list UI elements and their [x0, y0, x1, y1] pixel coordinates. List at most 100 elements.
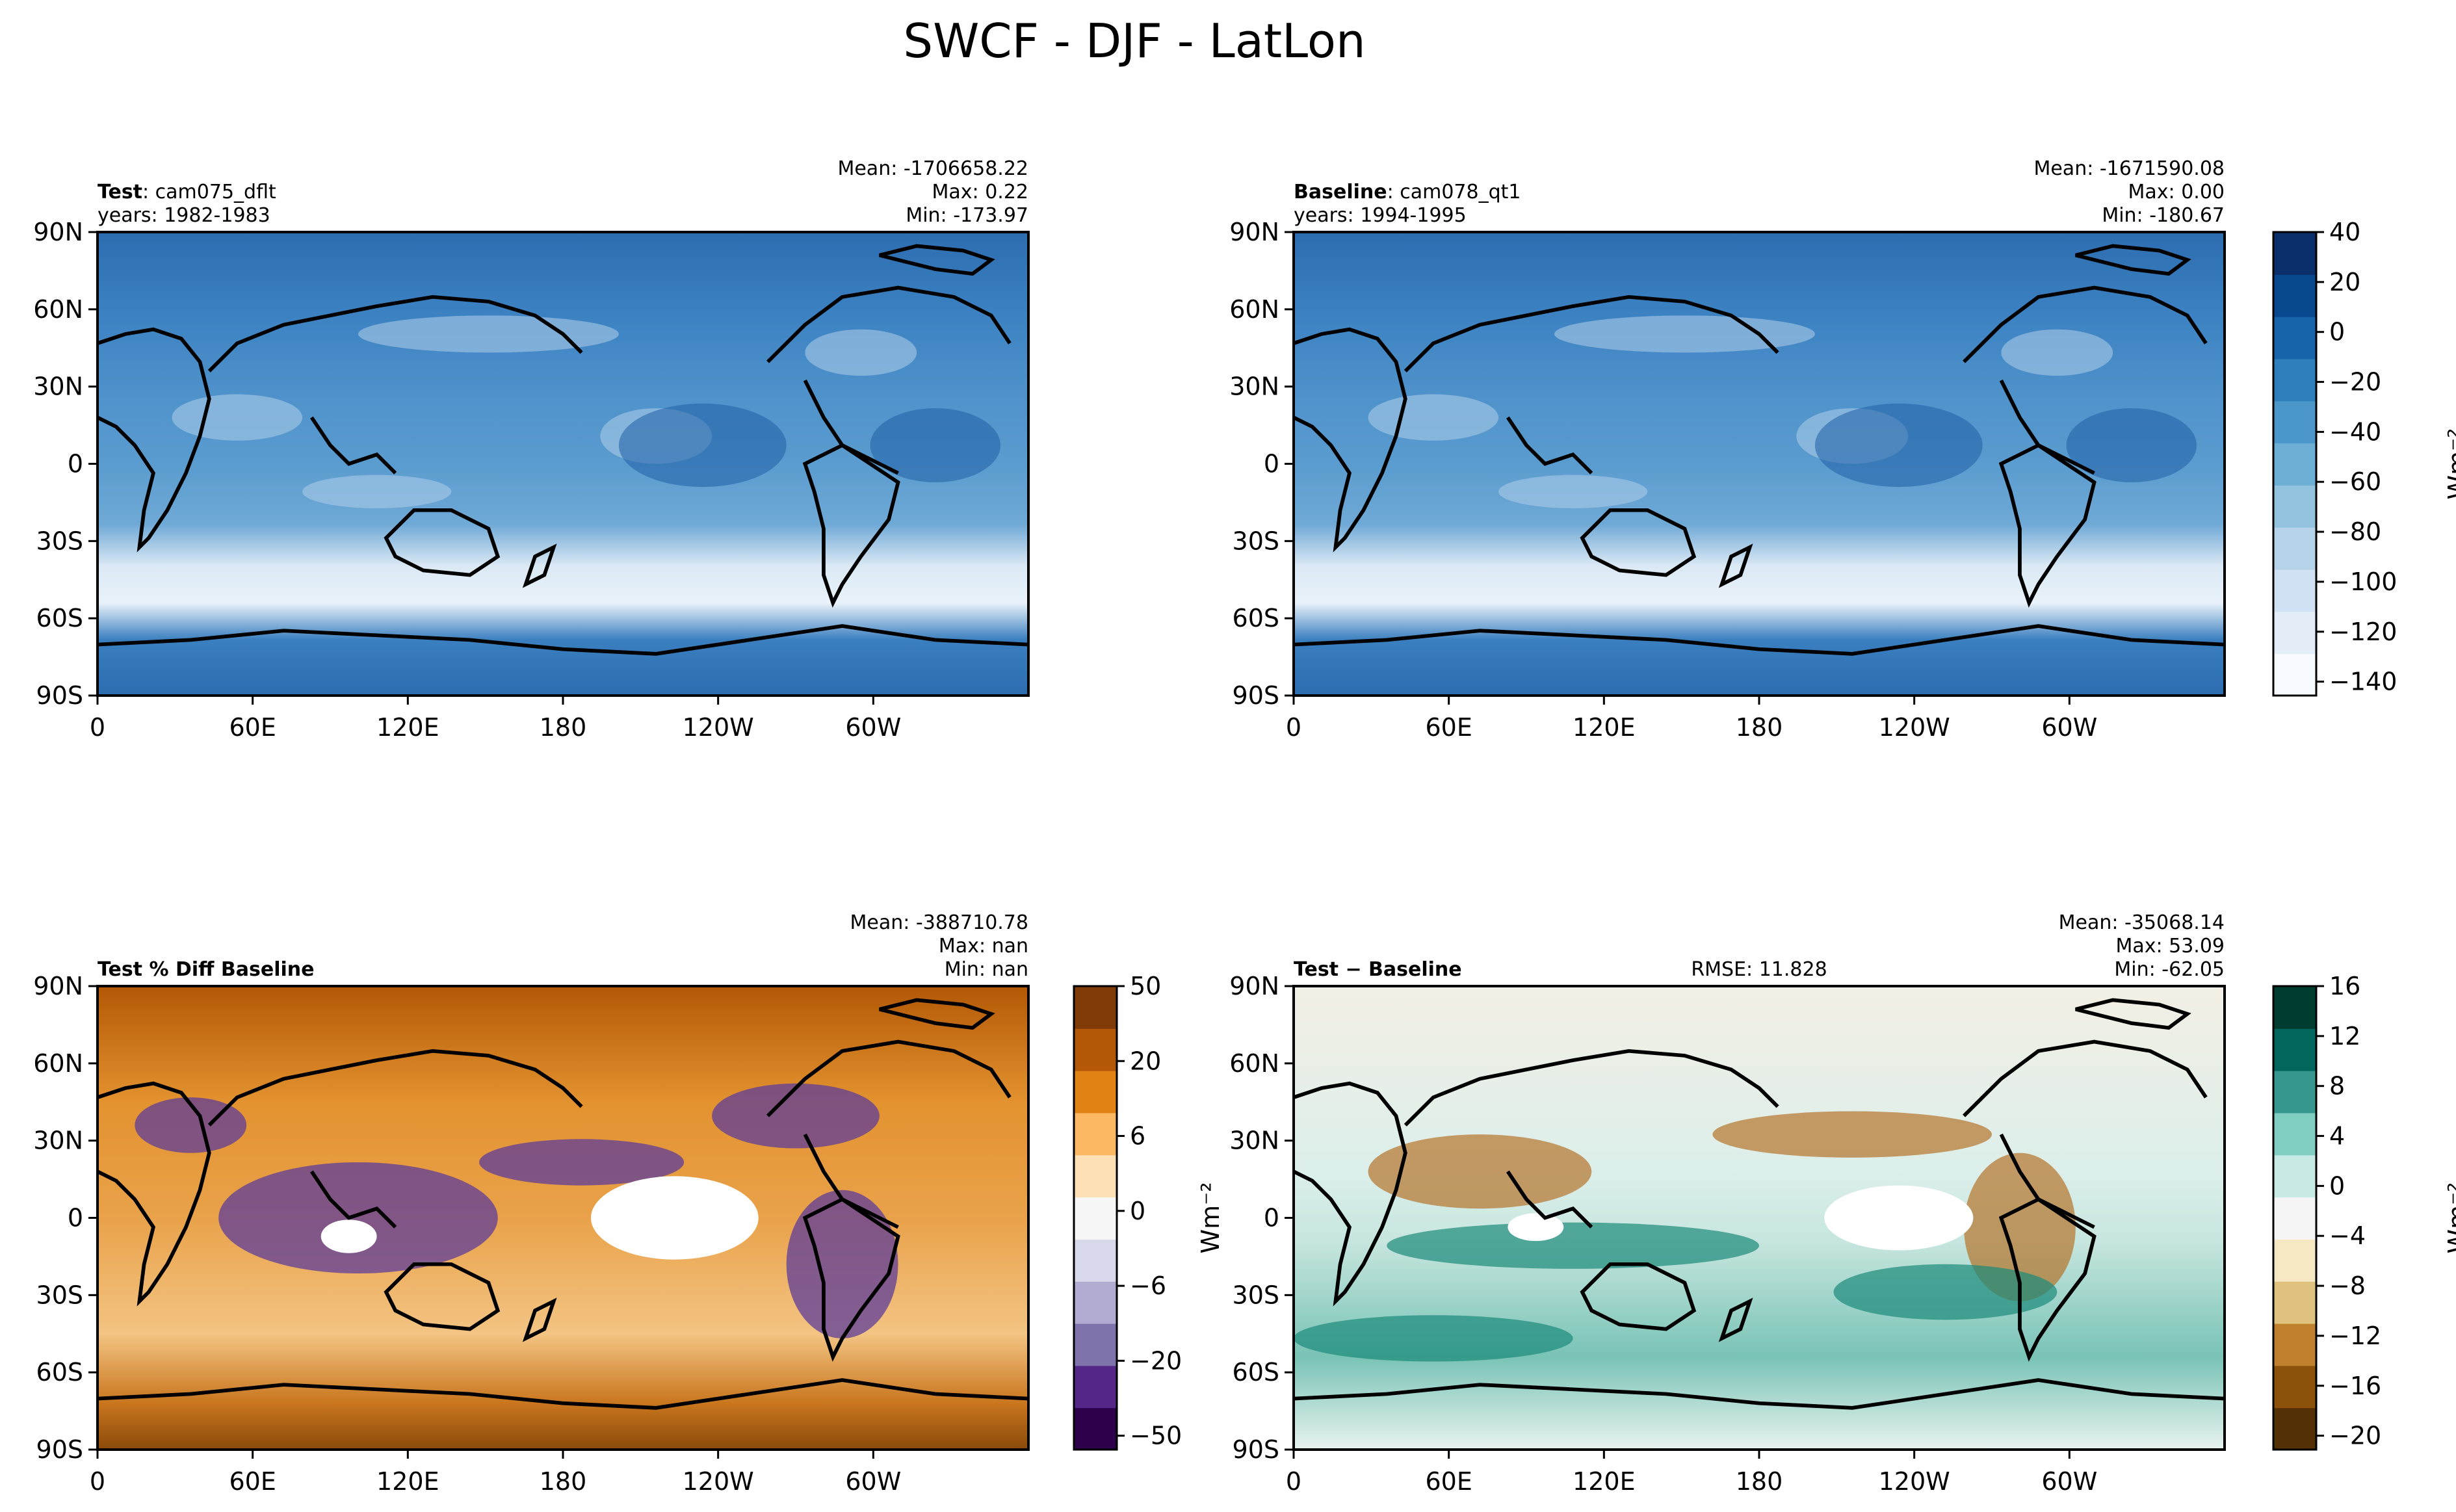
colorbar-segment: [1074, 1028, 1117, 1071]
colorbar-tick-label: 0: [1130, 1197, 1145, 1225]
figure-title: SWCF - DJF - LatLon: [903, 14, 1365, 68]
colorbar-cb-diff: 16 12 8 4 0 −4 −8 −12 −16 −20 Wm⁻²: [2272, 972, 2456, 1451]
colorbar-tick-label: −20: [2329, 368, 2381, 397]
x-tick-label: 60W: [845, 713, 901, 742]
colorbar-segment: [2273, 986, 2316, 1029]
colorbar-tick-label: −20: [2329, 1422, 2381, 1450]
y-tick-label: 60S: [1233, 604, 1279, 632]
y-tick-label: 60S: [1233, 1358, 1279, 1387]
y-tick-label: 60N: [33, 1049, 83, 1078]
x-tick-label: 180: [1736, 713, 1783, 742]
y-tick-label: 30N: [33, 1127, 83, 1155]
colorbar-tick-label: −40: [2329, 417, 2381, 446]
y-tick-label: 90S: [1233, 681, 1279, 710]
colorbar-tick-label: 0: [2329, 318, 2345, 346]
colorbar-segment: [1074, 1323, 1117, 1366]
colorbar-tick-label: −20: [1130, 1346, 1182, 1375]
panel-label-bold: Baseline: [1294, 181, 1387, 203]
panel-label-pctdiff: Test % Diff Baseline: [98, 958, 315, 981]
x-tick-label: 120W: [683, 1467, 754, 1496]
colorbar-tick-label: −60: [2329, 467, 2381, 496]
y-tick-label: 30N: [1229, 1127, 1279, 1155]
x-tick-label: 60E: [1425, 713, 1472, 742]
x-tick-label: 0: [90, 1467, 105, 1496]
x-tick-label: 0: [1286, 1467, 1301, 1496]
colorbar-tick-label: 20: [2329, 268, 2360, 296]
panel-stat-diff: Max: 53.09: [2115, 935, 2225, 958]
x-tick-label: 120E: [376, 1467, 439, 1496]
panel-rmse: RMSE: 11.828: [1691, 958, 1827, 981]
colorbar-segment: [1074, 1407, 1117, 1450]
colorbar-tick-label: −50: [1130, 1422, 1182, 1450]
colorbar-tick-label: 50: [1130, 972, 1161, 1000]
x-tick-label: 180: [1736, 1467, 1783, 1496]
panel-label-bold: Test % Diff Baseline: [98, 958, 315, 981]
panel-stat-test: Max: 0.22: [932, 181, 1028, 203]
colorbar-tick-label: −80: [2329, 517, 2381, 546]
x-tick-label: 0: [90, 713, 105, 742]
y-tick-label: 90S: [36, 1435, 83, 1464]
colorbar-frame: [2272, 231, 2318, 697]
map-features-baseline: [1368, 315, 2197, 508]
x-tick-label: 60W: [845, 1467, 901, 1496]
colorbar-segment: [1074, 986, 1117, 1029]
map-features-diff: [1294, 1111, 2076, 1362]
y-tick-label: 90S: [36, 681, 83, 710]
panel-label-diff: Test − Baseline: [1294, 958, 1462, 981]
colorbar-segment: [2273, 484, 2316, 528]
x-tick-label: 120W: [1879, 713, 1950, 742]
map-panel-pctdiff: 0 60E 120E 180 120W 60W 90N 60N 30N 0 30S 60S 90S Tes…: [33, 911, 1028, 1496]
panel-label-bold: Test: [98, 181, 142, 203]
panel-stat-baseline: Max: 0.00: [2128, 181, 2225, 203]
colorbar-segment: [1074, 1281, 1117, 1324]
y-tick-label: 60N: [1229, 1049, 1279, 1078]
colorbar-segment: [2273, 1365, 2316, 1409]
panel-stat-diff: Mean: -35068.14: [2059, 911, 2225, 934]
colorbar-segment: [1074, 1238, 1117, 1282]
panel-label-bold: Test − Baseline: [1294, 958, 1462, 981]
y-tick-label: 0: [68, 450, 83, 478]
colorbar-tick-label: 16: [2329, 972, 2360, 1000]
x-tick-label: 60W: [2041, 1467, 2097, 1496]
colorbar-segment: [1074, 1197, 1117, 1240]
x-tick-label: 120E: [376, 713, 439, 742]
colorbar-segment: [2273, 611, 2316, 655]
colorbar-segment: [2273, 1154, 2316, 1198]
colorbar-segment: [2273, 232, 2316, 275]
x-tick-label: 180: [540, 1467, 587, 1496]
x-tick-label: 180: [540, 713, 587, 742]
panel-label-test: Test: cam075_dflt: [98, 181, 276, 203]
panel-stat-pctdiff: Max: nan: [939, 935, 1028, 958]
y-tick-label: 90N: [33, 972, 83, 1000]
y-tick-label: 30S: [36, 527, 83, 555]
colorbar-tick-label: −6: [1130, 1271, 1166, 1300]
y-tick-label: 60N: [1229, 295, 1279, 324]
panel-label-case: : cam078_qt1: [1387, 181, 1521, 203]
colorbar-tick-label: 40: [2329, 218, 2360, 246]
y-tick-label: 0: [1264, 450, 1279, 478]
panel-label-baseline: Baseline: cam078_qt1: [1294, 181, 1521, 203]
x-tick-label: 60W: [2041, 713, 2097, 742]
x-tick-label: 60E: [1425, 1467, 1472, 1496]
colorbar-tick-label: −12: [2329, 1322, 2381, 1350]
map-field-diff: [1294, 986, 2225, 1450]
colorbar-segment: [2273, 569, 2316, 612]
y-tick-label: 90N: [33, 218, 83, 246]
panel-stat-diff: Min: -62.05: [2114, 958, 2225, 981]
panel-years-test: years: 1982-1983: [98, 204, 270, 227]
colorbar-segment: [2273, 1238, 2316, 1282]
colorbar-unit: Wm⁻²: [2443, 428, 2456, 500]
colorbar-segment: [2273, 1281, 2316, 1324]
y-tick-label: 0: [68, 1204, 83, 1232]
colorbar-unit: Wm⁻²: [2443, 1182, 2456, 1254]
y-tick-label: 90S: [1233, 1435, 1279, 1464]
diff-axis-unit: Wm⁻²: [1196, 1182, 1225, 1254]
colorbar-frame: [2272, 985, 2318, 1451]
x-tick-label: 60E: [229, 713, 276, 742]
colorbar-tick-label: 0: [2329, 1171, 2345, 1200]
map-panel-baseline: 0 60E 120E 180 120W 60W 90N 60N 30N 0 30S 60S 90S Bas…: [1229, 157, 2225, 742]
colorbar-tick-label: −4: [2329, 1221, 2366, 1250]
x-tick-label: 120E: [1573, 1467, 1636, 1496]
colorbar-segment: [1074, 1070, 1117, 1114]
